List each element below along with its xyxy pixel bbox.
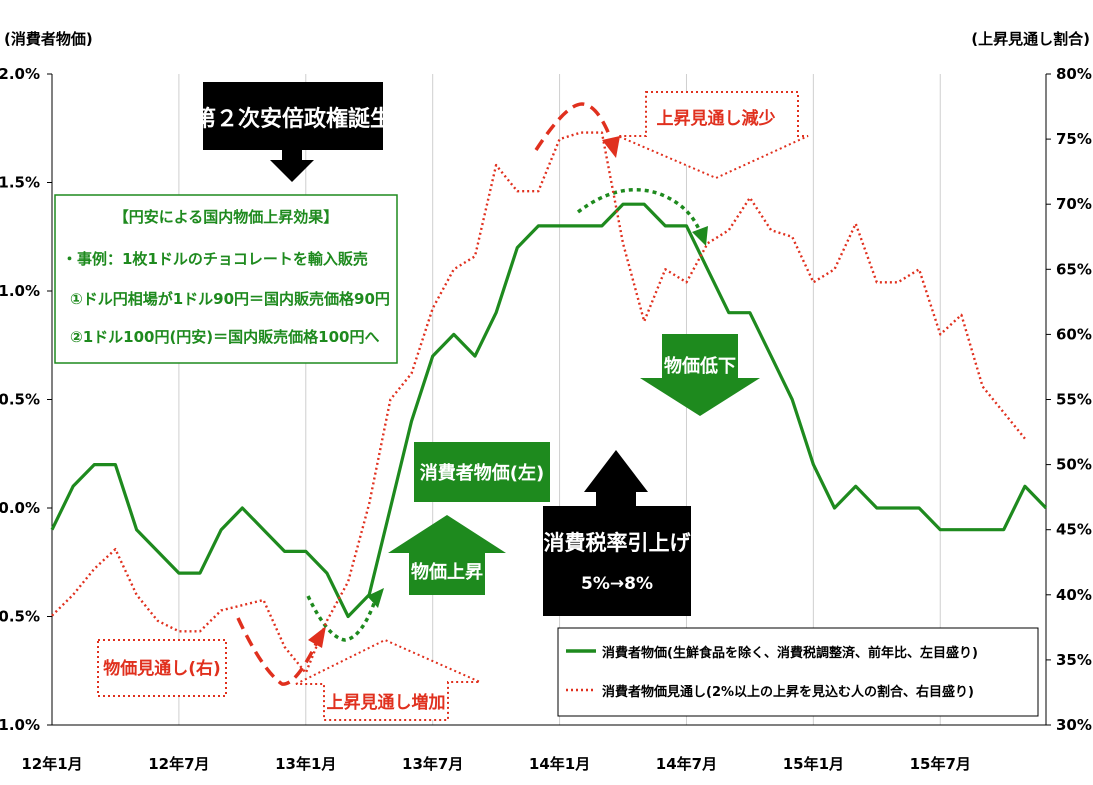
info-title: 【円安による国内物価上昇効果】 (114, 208, 339, 226)
y-right-tick-label: 80% (1056, 65, 1092, 83)
y-right-tick-label: 75% (1056, 130, 1092, 148)
y-left-tick-label: 1.0% (0, 282, 40, 300)
price-up-label: 物価上昇 (411, 561, 483, 583)
x-tick-label: 12年7月 (148, 755, 209, 773)
axes: 12年1月 12年7月 13年1月 13年7月 14年1月 14年7月 15年1月 15年7月… (0, 65, 1092, 773)
red-curved-arrow-top (534, 102, 614, 151)
legend-box (557, 627, 1039, 717)
tax-line2: 5%→8% (581, 574, 653, 594)
info-line2: ①ドル円相場が1ドル90円＝国内販売価格90円 (70, 290, 390, 308)
info-line1: ・事例：1枚1ドルのチョコレートを輸入販売 (62, 250, 368, 268)
red-arrowhead-top (602, 136, 620, 158)
red-curved-arrow-bottom (236, 617, 320, 686)
y-left-tick-label: -0.5% (0, 608, 40, 626)
x-tick-label: 12年1月 (21, 755, 82, 773)
x-tick-label: 15年1月 (783, 755, 844, 773)
y-right-tick-label: 60% (1056, 325, 1092, 343)
price-expect-box (97, 639, 227, 697)
legend: 消費者物価(生鮮食品を除く、消費税調整済、前年比、左目盛り) 消費者物価見通し(… (557, 627, 1039, 717)
y-right-tick-label: 40% (1056, 586, 1092, 604)
green-arrowhead-bottom (367, 588, 384, 608)
red-arrowhead-bottom (308, 626, 326, 648)
series-line-cpi (50, 202, 1048, 619)
y-right-tick-label: 65% (1056, 260, 1092, 278)
info-line3: ②1ドル100円(円安)＝国内販売価格100円へ (70, 328, 379, 346)
series-line-expectation (51, 131, 1026, 675)
price-expect-label: 物価見通し(右) (103, 658, 221, 679)
price-down-arrow (640, 334, 760, 416)
cpi-left-label: 消費者物価(左) (420, 462, 544, 484)
expect-decrease-label: 上昇見通し減少 (657, 108, 776, 129)
y-left-tick-label: 0.0% (0, 499, 40, 517)
y-left-tick-label: 1.5% (0, 174, 40, 192)
info-box (54, 194, 398, 364)
abe-box (203, 82, 383, 150)
legend-label-cpi: 消費者物価(生鮮食品を除く、消費税調整済、前年比、左目盛り) (602, 645, 978, 661)
expect-increase-label: 上昇見通し増加 (327, 692, 446, 713)
green-curved-arrow-bottom (306, 595, 378, 642)
price-up-arrow (388, 515, 506, 595)
tax-arrow (584, 450, 648, 506)
abe-arrow (270, 150, 314, 182)
x-tick-label: 13年7月 (402, 755, 463, 773)
tax-box (543, 506, 691, 616)
right-axis-label: (上昇見通し割合) (971, 30, 1090, 48)
x-tick-label: 13年1月 (275, 755, 336, 773)
x-tick-label: 14年1月 (529, 755, 590, 773)
expect-decrease-callout (617, 91, 809, 180)
grid (51, 74, 941, 725)
price-down-label: 物価低下 (664, 355, 736, 377)
cpi-left-box (414, 442, 550, 502)
y-right-tick-label: 45% (1056, 521, 1092, 539)
left-axis-label: (消費者物価) (4, 30, 93, 48)
y-right-tick-label: 35% (1056, 651, 1092, 669)
series-layer (50, 131, 1048, 675)
y-left-tick-label: 2.0% (0, 65, 40, 83)
tax-line1: 消費税率引上げ (544, 531, 692, 555)
y-right-tick-label: 50% (1056, 456, 1092, 474)
green-curved-arrow-top (576, 187, 702, 233)
y-left-tick-label: -1.0% (0, 716, 40, 734)
y-right-tick-label: 55% (1056, 391, 1092, 409)
y-left-tick-label: 0.5% (0, 391, 40, 409)
y-right-tick-label: 30% (1056, 716, 1092, 734)
abe-box-label: 第２次安倍政権誕生 (194, 106, 392, 132)
expect-increase-callout (295, 638, 481, 721)
legend-label-expect: 消費者物価見通し(2%以上の上昇を見込む人の割合、右目盛り) (602, 684, 974, 700)
x-tick-label: 15年7月 (910, 755, 971, 773)
y-right-tick-label: 70% (1056, 195, 1092, 213)
x-tick-label: 14年7月 (656, 755, 717, 773)
green-arrowhead-top (692, 226, 708, 246)
